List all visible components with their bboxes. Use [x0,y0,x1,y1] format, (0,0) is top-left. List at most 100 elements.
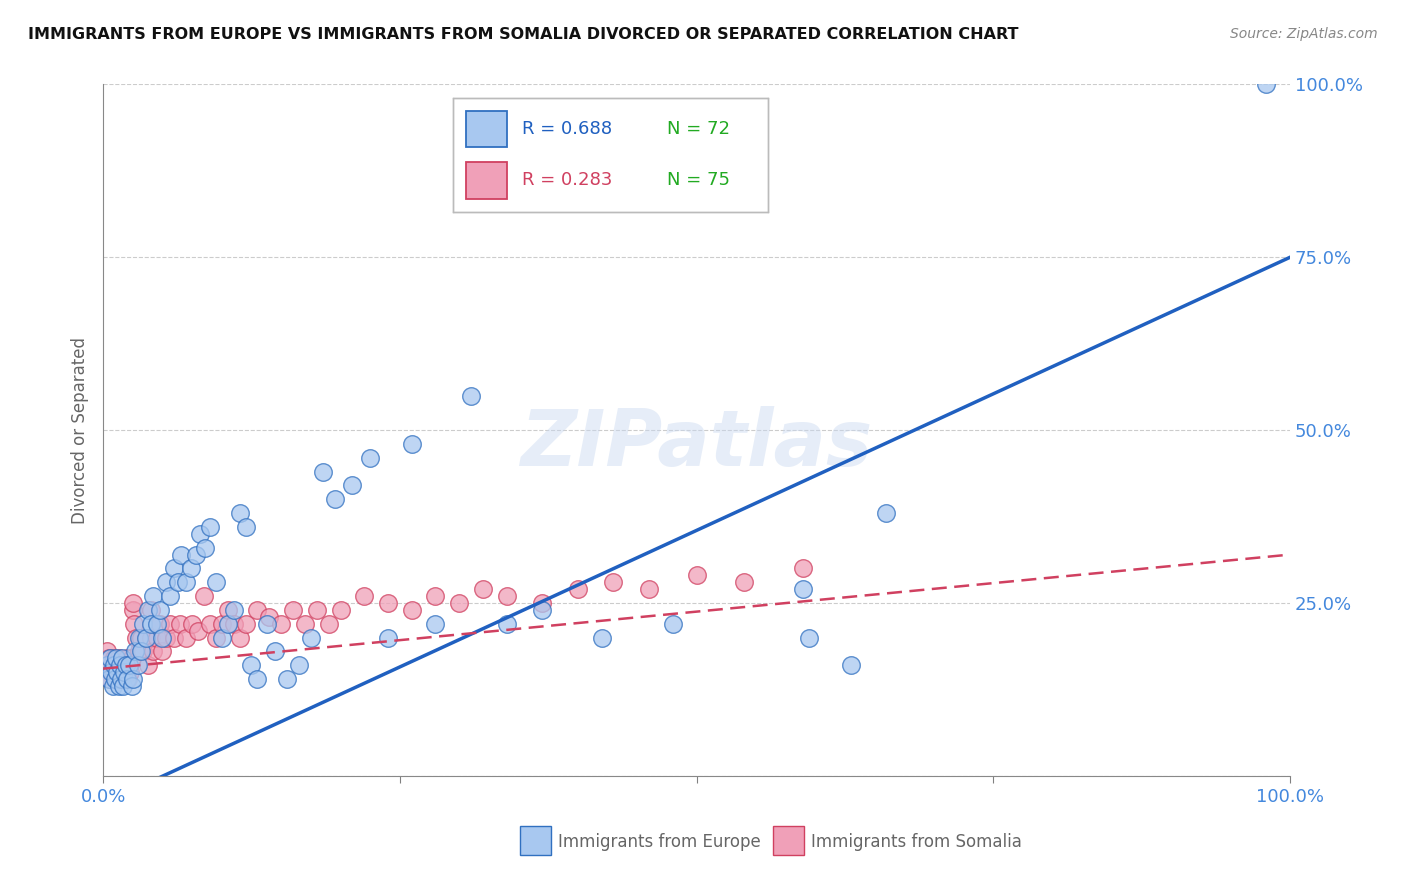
Point [792,582,814,596]
Point [129,644,152,658]
Point [107,651,129,665]
Point [128,631,150,645]
Point [105,665,128,680]
Point [449,596,471,610]
Point [685,568,707,582]
Point [228,506,250,520]
Point [121,596,143,610]
Point [132,616,155,631]
Text: Source: ZipAtlas.com: Source: ZipAtlas.com [1230,27,1378,41]
Point [246,603,269,617]
Point [120,665,142,680]
Point [1256,78,1278,92]
Point [270,616,292,631]
Point [174,575,197,590]
Point [240,658,263,673]
Point [875,506,897,520]
Point [235,520,257,534]
Point [217,616,239,631]
Point [839,658,862,673]
Text: Immigrants from Europe: Immigrants from Europe [558,833,761,851]
Point [323,492,346,507]
Point [167,575,190,590]
Point [495,589,517,603]
Point [318,616,340,631]
Point [792,561,814,575]
Text: ZIPatlas: ZIPatlas [520,406,873,482]
Point [222,616,245,631]
Point [211,616,233,631]
Point [198,616,221,631]
Point [105,658,128,673]
Point [205,575,228,590]
Point [108,658,131,673]
Point [107,679,129,693]
Point [98,651,121,665]
Point [103,658,125,673]
Point [114,658,136,673]
Point [104,672,127,686]
Point [96,658,118,673]
Point [342,478,364,492]
Point [471,582,494,596]
Point [401,437,423,451]
Point [228,631,250,645]
Point [127,658,149,673]
Point [145,616,167,631]
Point [129,631,152,645]
Point [111,651,134,665]
Point [111,665,134,680]
Text: IMMIGRANTS FROM EUROPE VS IMMIGRANTS FROM SOMALIA DIVORCED OR SEPARATED CORRELAT: IMMIGRANTS FROM EUROPE VS IMMIGRANTS FRO… [28,27,1018,42]
Text: Immigrants from Somalia: Immigrants from Somalia [811,833,1022,851]
Point [105,665,128,680]
Point [114,665,136,680]
Point [121,679,143,693]
Point [276,672,298,686]
Point [98,651,121,665]
Point [159,589,181,603]
Point [305,603,328,617]
Point [163,561,186,575]
Point [184,548,207,562]
Point [100,658,122,673]
Point [101,679,124,693]
Point [222,603,245,617]
Point [96,644,118,658]
Point [124,644,146,658]
Point [198,520,221,534]
Point [125,631,148,645]
Point [181,616,204,631]
Point [256,616,278,631]
Point [105,651,128,665]
Point [591,631,613,645]
Point [163,631,186,645]
Point [377,596,399,610]
Point [139,616,162,631]
Point [425,589,447,603]
Point [145,631,167,645]
Point [217,603,239,617]
Point [121,651,143,665]
Point [98,672,121,686]
Point [281,603,304,617]
Point [110,658,132,673]
Point [377,631,399,645]
Point [259,609,281,624]
Y-axis label: Divorced or Separated: Divorced or Separated [72,336,89,524]
Point [94,658,117,673]
Point [101,665,124,680]
Point [190,526,212,541]
Point [98,672,121,686]
Point [312,465,335,479]
Point [117,672,139,686]
Point [531,596,554,610]
Point [169,616,191,631]
Point [121,603,143,617]
Point [194,541,217,555]
Point [103,651,125,665]
Point [495,616,517,631]
Point [142,589,165,603]
Point [114,658,136,673]
Point [149,603,172,617]
Point [110,672,132,686]
